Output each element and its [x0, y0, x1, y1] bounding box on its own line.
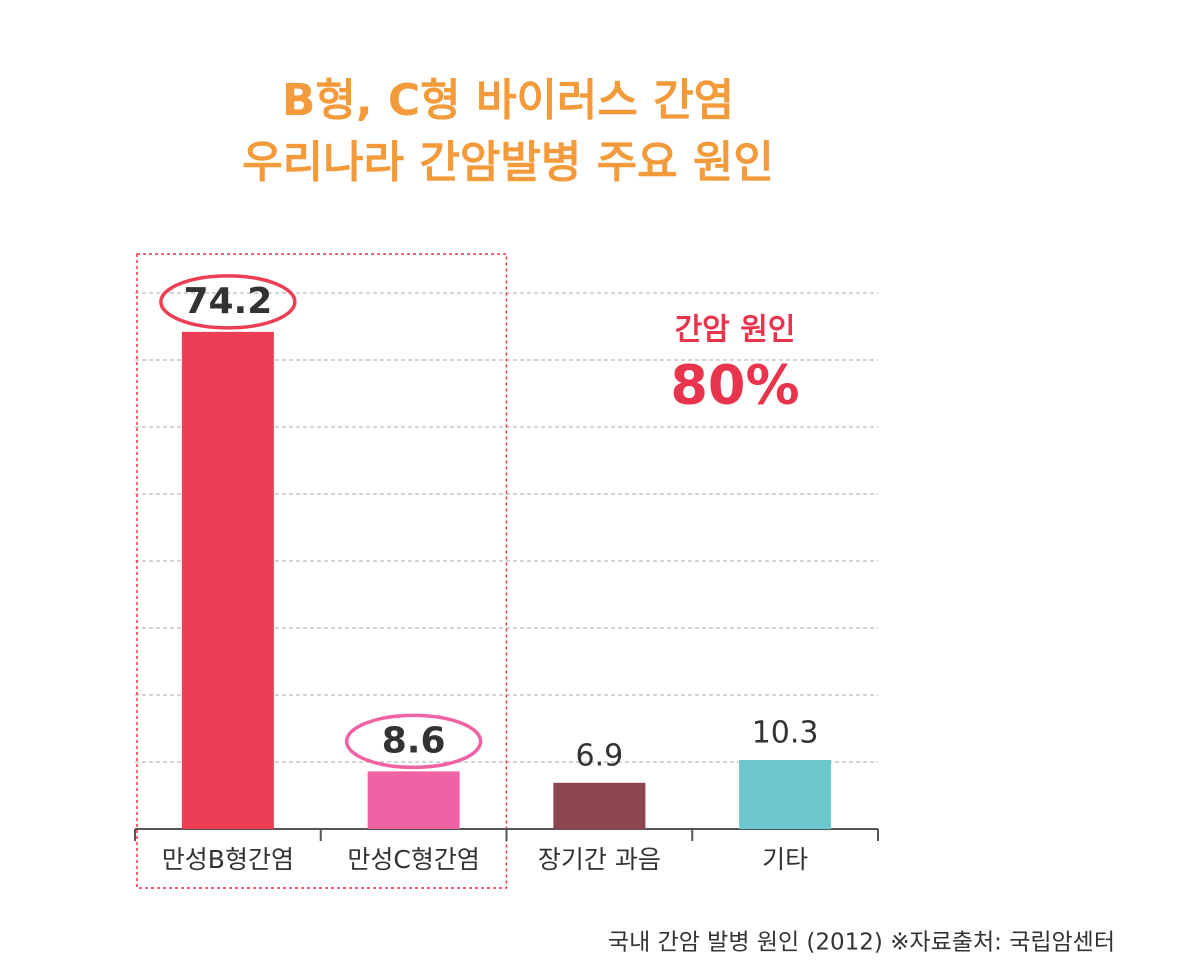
chart-title: B형, C형 바이러스 간염	[282, 75, 734, 126]
value-label: 10.3	[752, 715, 819, 750]
source-note: 국내 간암 발병 원인 (2012) ※자료출처: 국립암센터	[608, 930, 1115, 956]
bar	[739, 759, 832, 829]
annotation: 간암 원인	[675, 313, 796, 348]
value-highlight	[344, 713, 483, 770]
value-label: 8.6	[382, 720, 446, 761]
x-tick-label: 기타	[762, 845, 808, 874]
chart-title: 우리나라 간암발병 주요 원인	[242, 137, 774, 188]
value-label: 6.9	[576, 738, 624, 773]
bar	[181, 331, 274, 829]
x-tick-label: 만성B형간염	[162, 845, 294, 874]
annotation: 80%	[670, 354, 799, 417]
highlight-box	[136, 253, 508, 889]
x-tick-label: 만성C형간염	[347, 845, 479, 874]
value-label: 74.2	[183, 281, 272, 322]
x-tick-label: 장기간 과음	[538, 845, 661, 874]
bar	[367, 771, 460, 829]
value-highlight	[159, 274, 297, 330]
bar	[553, 782, 646, 829]
